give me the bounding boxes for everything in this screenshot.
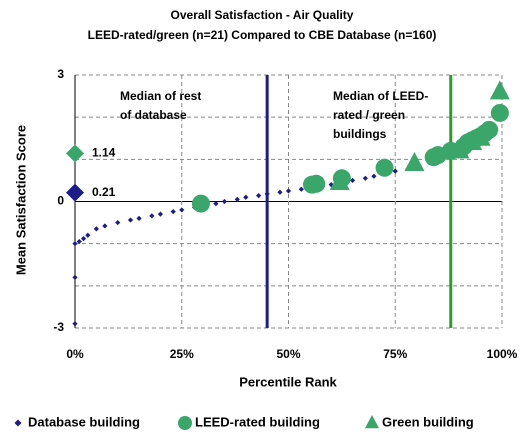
point — [179, 207, 185, 213]
y-tick-label: 0 — [57, 194, 64, 208]
point — [449, 139, 470, 159]
point — [307, 174, 326, 193]
x-tick-label: 100% — [487, 347, 518, 361]
point — [277, 189, 283, 195]
point — [349, 177, 356, 184]
point — [264, 191, 270, 197]
point — [115, 219, 121, 226]
point — [66, 183, 84, 202]
point — [14, 419, 22, 427]
point — [72, 321, 78, 327]
point — [178, 416, 192, 430]
point — [76, 238, 82, 245]
median-value-label: 1.14 — [92, 146, 116, 160]
point — [362, 175, 368, 181]
point — [85, 232, 91, 238]
x-tick-label: 75% — [383, 347, 407, 361]
point — [72, 241, 78, 247]
annotation: Median of LEED- — [333, 89, 428, 103]
annotation: of database — [120, 108, 187, 122]
median-value-label: 0.21 — [92, 185, 116, 199]
point — [72, 274, 78, 280]
point — [365, 414, 379, 429]
point — [157, 211, 163, 217]
point — [285, 188, 292, 194]
y-axis-label: Mean Satisfaction Score — [13, 125, 28, 275]
legend-label: LEED-rated building — [195, 414, 320, 429]
point — [93, 226, 99, 232]
point — [256, 192, 262, 199]
annotation: rated / green — [333, 108, 405, 122]
point — [102, 223, 108, 229]
y-tick-label: -3 — [53, 320, 64, 334]
chart-title: Overall Satisfaction - Air Quality — [171, 8, 354, 22]
point — [127, 217, 134, 223]
point — [191, 194, 210, 213]
point — [298, 186, 304, 192]
point — [470, 126, 491, 146]
chart-title: LEED-rated/green (n=21) Compared to CBE … — [88, 28, 437, 42]
point — [136, 215, 142, 221]
point — [80, 236, 87, 242]
legend-label: Green building — [382, 414, 474, 429]
point — [480, 120, 499, 139]
x-tick-label: 0% — [66, 347, 84, 361]
x-axis-label: Percentile Rank — [239, 374, 337, 389]
annotation: Median of rest — [120, 89, 201, 103]
point — [149, 213, 155, 219]
x-tick-label: 25% — [170, 347, 194, 361]
annotation: buildings — [333, 127, 387, 141]
point — [375, 158, 394, 177]
point — [371, 173, 377, 179]
point — [170, 209, 176, 215]
y-tick-label: 3 — [57, 67, 64, 81]
point — [404, 152, 425, 172]
point — [66, 144, 84, 163]
point — [243, 194, 249, 200]
legend-label: Database building — [28, 414, 140, 429]
point — [490, 103, 509, 122]
point — [489, 80, 510, 100]
point — [392, 168, 398, 174]
point — [329, 171, 350, 191]
x-tick-label: 50% — [276, 347, 300, 361]
point — [234, 196, 240, 202]
point — [221, 198, 228, 205]
point — [213, 201, 219, 207]
